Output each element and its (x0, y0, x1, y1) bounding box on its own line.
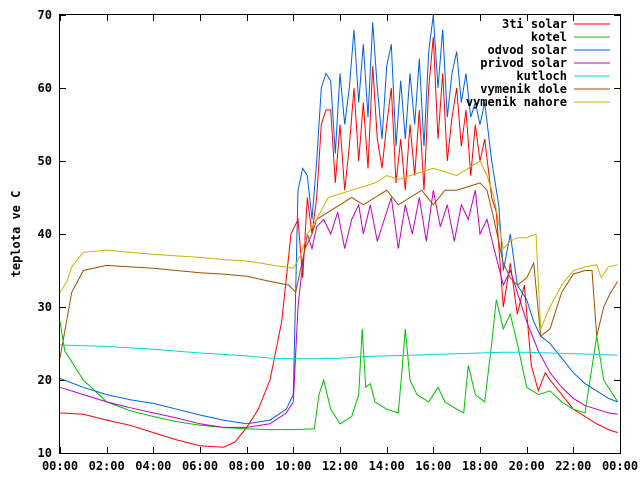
axis-ticks (60, 15, 621, 454)
series-line-vymenik-nahore (59, 160, 618, 330)
legend-label-kotel: kotel (531, 30, 567, 44)
legend-label-odvod-solar: odvod solar (488, 43, 567, 57)
x-tick-label: 06:00 (182, 459, 218, 473)
legend-label-privod-solar: privod solar (480, 56, 567, 70)
series-line-kotel (59, 299, 619, 431)
x-tick-label: 00:00 (42, 459, 78, 473)
y-tick-label: 70 (38, 8, 52, 22)
series-line-kutloch (59, 344, 618, 360)
x-tick-label: 12:00 (322, 459, 358, 473)
legend-label-vymenik-nahore: vymenik nahore (466, 95, 567, 109)
y-tick-labels: 10 20 30 40 50 60 70 (38, 8, 52, 460)
series-lines (59, 14, 619, 448)
y-tick-label: 20 (38, 373, 52, 387)
y-tick-label: 40 (38, 227, 52, 241)
y-tick-label: 10 (38, 446, 52, 460)
legend-label-vymenik-dole: vymenik dole (480, 82, 567, 96)
y-tick-label: 60 (38, 81, 52, 95)
x-tick-label: 22:00 (555, 459, 591, 473)
x-tick-label: 14:00 (369, 459, 405, 473)
x-tick-label: 18:00 (462, 459, 498, 473)
legend-label-3ti-solar: 3ti solar (502, 17, 567, 31)
series-line-privod-solar (59, 190, 618, 428)
series-line-odvod-solar (59, 14, 618, 425)
x-tick-label: 16:00 (415, 459, 451, 473)
x-tick-label: 00:00 (602, 459, 638, 473)
x-tick-label: 04:00 (135, 459, 171, 473)
x-tick-label: 02:00 (89, 459, 125, 473)
legend-label-kutloch: kutloch (516, 69, 567, 83)
y-tick-label: 50 (38, 154, 52, 168)
x-tick-label: 08:00 (229, 459, 265, 473)
x-tick-labels: 00:00 02:00 04:00 06:00 08:00 10:00 12:00 14:00… (42, 459, 638, 473)
y-axis-label: teplota ve C (9, 191, 23, 278)
x-tick-label: 10:00 (275, 459, 311, 473)
plot-frame (59, 14, 621, 454)
x-tick-label: 20:00 (509, 459, 545, 473)
series-line-vymenik-dole (59, 182, 619, 359)
y-tick-label: 30 (38, 300, 52, 314)
